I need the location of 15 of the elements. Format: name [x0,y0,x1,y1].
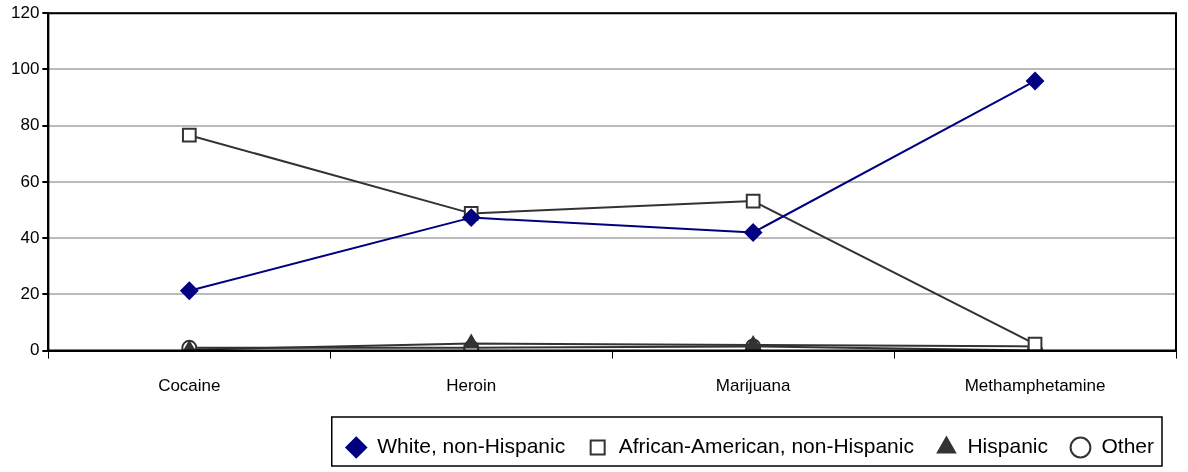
y-tick-label: 80 [20,115,40,135]
y-tick-label: 120 [10,2,40,22]
y-tick-label: 40 [20,227,40,247]
y-tick-label: 20 [20,284,40,304]
legend-label: Other [1101,434,1155,458]
legend-label: White, non-Hispanic [377,434,566,458]
legend-label: African-American, non-Hispanic [618,434,914,458]
x-tick-label: Marijuana [715,376,791,396]
y-tick-label: 100 [10,59,40,79]
x-tick-label: Heroin [446,376,497,396]
y-tick-label: 60 [20,171,40,191]
x-tick-label: Cocaine [158,376,221,396]
x-tick-label: Methamphetamine [964,376,1106,396]
y-tick-label: 0 [29,340,40,360]
legend-label: Hispanic [967,434,1048,458]
